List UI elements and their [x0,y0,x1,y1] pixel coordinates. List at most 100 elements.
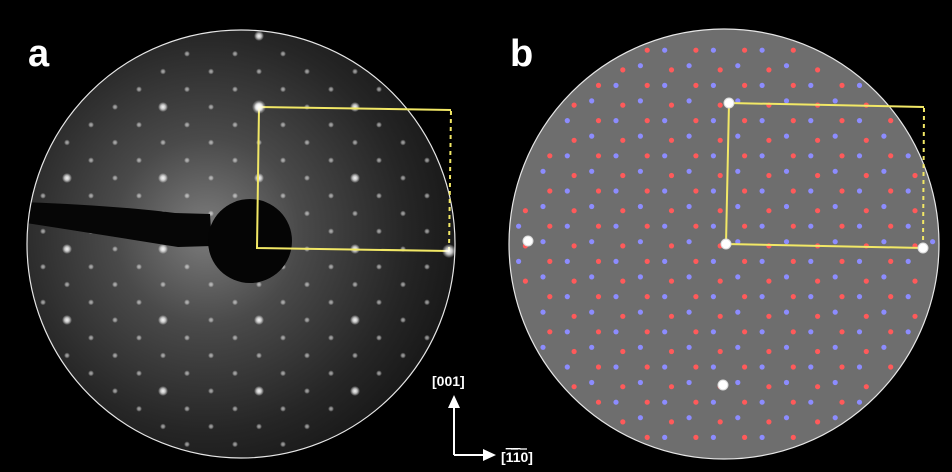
red-reflection [790,223,796,229]
diffraction-spot [280,370,286,377]
red-reflection [595,329,602,335]
blue-reflection [856,82,863,88]
red-reflection [815,348,821,355]
red-reflection [620,348,626,355]
diffraction-spot [256,423,262,430]
diffraction-spot [400,210,406,217]
blue-reflection [564,223,570,229]
panel-label-b: b [510,33,533,75]
diffraction-spot [256,281,262,288]
red-reflection [595,188,602,194]
red-reflection [790,434,796,440]
diffraction-spot [160,352,166,359]
panel-label-a: a [28,33,50,75]
diffraction-spot [184,405,190,412]
diffraction-spot [158,173,168,183]
red-reflection [839,153,845,159]
white-reflections-b [522,97,929,391]
diffraction-spot [112,281,118,288]
diffraction-spot [64,281,70,288]
blue-reflection [832,379,838,386]
diffraction-spot [232,157,238,164]
diffraction-spot [376,228,382,235]
red-reflection [620,102,626,108]
blue-reflection [808,399,814,405]
blue-reflection [589,379,595,386]
blue-reflection [613,399,619,405]
diffraction-spot [88,263,94,270]
red-reflection [839,329,845,335]
red-reflection [571,278,577,284]
red-reflection [668,419,675,425]
blue-reflection [637,309,644,315]
red-reflection [571,137,577,143]
blue-reflection [832,309,838,315]
blue-reflection [759,399,765,405]
red-reflection [888,118,894,124]
red-reflection [863,348,869,355]
blue-reflection [881,344,887,350]
blue-reflection [832,344,838,350]
red-reflection [571,348,577,355]
diffraction-spot [400,175,406,181]
blue-reflection [759,434,765,440]
red-reflection [742,258,748,264]
blue-reflection [759,258,765,264]
red-reflection [815,313,821,319]
red-reflection [839,82,845,88]
diffraction-spot [160,281,166,288]
red-reflection [595,153,602,159]
diffraction-spot [184,334,190,341]
diffraction-spot [304,317,310,323]
unit-cell-b [724,101,925,249]
red-reflection [888,223,894,229]
blue-reflection [686,98,692,104]
red-reflection [644,188,650,194]
red-reflection [717,137,723,143]
diffraction-spot [376,192,382,199]
red-reflection [668,67,675,73]
blue-reflection [613,118,619,124]
diffraction-spot [112,139,118,146]
diffraction-spot [184,370,190,377]
blue-reflection [710,399,717,405]
blue-reflection [540,344,546,350]
diffraction-spot [256,68,262,75]
blue-reflection [808,153,814,159]
blue-reflection [686,168,692,174]
diffraction-spot [208,423,214,430]
diffraction-spot [328,121,334,128]
red-reflection [693,153,699,159]
blue-reflection [686,274,692,280]
blue-reflection [686,415,692,421]
blue-reflection [589,98,595,104]
diffraction-spot [304,281,310,288]
red-reflection [717,208,723,214]
diffraction-spot [184,263,190,270]
blue-reflection [832,168,838,174]
blue-reflection [735,309,741,315]
blue-reflection [881,309,887,315]
red-reflection [815,137,821,143]
red-reflection [644,153,650,159]
blue-reflection [710,434,717,440]
diffraction-spot [350,386,360,396]
blue-reflection [856,188,863,194]
blue-reflection [589,274,595,280]
blue-reflection [905,329,911,335]
red-reflection [547,188,553,194]
blue-reflection [662,364,668,370]
diffraction-spot [352,281,358,288]
diffraction-spot [40,228,46,235]
blue-reflection [881,274,887,280]
blue-reflection [710,329,717,335]
blue-reflection [710,118,717,124]
blue-reflection [881,168,887,174]
blue-reflection [881,239,887,245]
red-reflection [693,188,699,194]
blue-reflection [589,133,595,139]
diffraction-spot [208,104,214,110]
diffraction-spot [400,139,406,146]
red-reflection [547,223,553,229]
blue-reflection [540,203,546,210]
